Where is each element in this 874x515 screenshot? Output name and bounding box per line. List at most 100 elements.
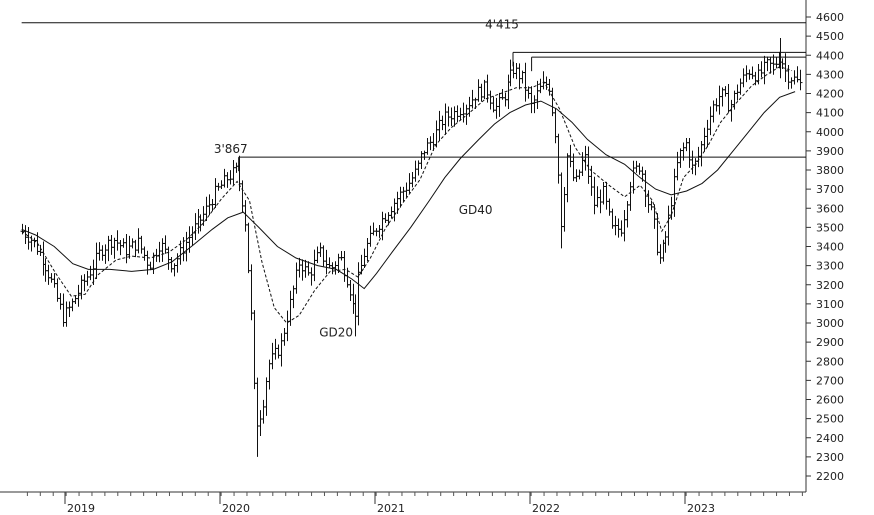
ohlc-bar — [73, 295, 78, 305]
ohlc-bar — [76, 284, 81, 307]
ohlc-bar — [428, 136, 433, 151]
ohlc-bar — [574, 169, 579, 183]
y-tick-label: 3300 — [816, 260, 844, 273]
ohlc-bar — [377, 224, 382, 238]
ohlc-bar — [38, 244, 43, 256]
y-tick-label: 2700 — [816, 374, 844, 387]
ohlc-bar — [43, 258, 48, 282]
ohlc-bar — [723, 86, 728, 97]
ohlc-bar — [655, 213, 660, 256]
ohlc-bar — [264, 377, 269, 416]
ohlc-bar — [726, 84, 731, 113]
y-tick-label: 4500 — [816, 30, 844, 43]
ohlc-bar — [142, 246, 147, 261]
ohlc-bar — [130, 238, 135, 249]
ohlc-bar — [124, 234, 129, 264]
annotation-label: 3'867 — [214, 142, 248, 156]
ohlc-bar — [118, 239, 123, 256]
y-tick-label: 3200 — [816, 279, 844, 292]
y-tick-label: 2800 — [816, 355, 844, 368]
ohlc-bar — [339, 250, 344, 261]
ohlc-bar — [58, 293, 63, 310]
ohlc-bar — [583, 145, 588, 171]
ohlc-bar — [285, 310, 290, 342]
ohlc-bar — [768, 57, 773, 74]
ohlc-bar — [658, 244, 663, 264]
ohlc-bar — [577, 169, 582, 180]
ohlc-bar — [249, 264, 254, 321]
ohlc-bar — [196, 208, 201, 234]
price-bars — [20, 38, 803, 457]
ohlc-bar — [482, 79, 487, 100]
ohlc-bar — [634, 160, 639, 173]
ohlc-bar — [604, 181, 609, 210]
x-axis: 2019 2020 2021 2022 2023 — [26, 492, 803, 515]
ohlc-bar — [529, 86, 534, 114]
ohlc-bar — [547, 79, 552, 96]
ohlc-bar — [365, 237, 370, 262]
y-tick-label: 3000 — [816, 317, 844, 330]
y-tick-label: 2400 — [816, 432, 844, 445]
ohlc-bar — [228, 170, 233, 185]
ohlc-bar — [324, 249, 329, 275]
ohlc-bar — [437, 110, 442, 141]
y-tick-label: 2500 — [816, 413, 844, 426]
ohlc-bar — [166, 246, 171, 270]
ohlc-bar — [401, 186, 406, 202]
y-tick-label: 3800 — [816, 164, 844, 177]
ohlc-bar — [82, 274, 87, 292]
ohlc-bar — [240, 180, 245, 213]
ohlc-bar — [663, 231, 668, 253]
ohlc-bar — [669, 196, 674, 220]
ohlc-bar — [497, 92, 502, 117]
ohlc-bar — [434, 120, 439, 148]
ohlc-bar — [85, 270, 90, 286]
ohlc-bar — [315, 246, 320, 264]
ohlc-bar — [681, 142, 686, 161]
ohlc-bar — [52, 273, 57, 288]
y-tick-label: 2300 — [816, 451, 844, 464]
ohlc-bar — [666, 205, 671, 246]
ohlc-bar — [789, 77, 794, 89]
ohlc-bar — [213, 178, 218, 208]
series-gd20-line — [21, 66, 793, 324]
ohlc-bar — [309, 267, 314, 286]
ohlc-bar — [49, 273, 54, 283]
ohlc-bar — [717, 85, 722, 115]
ohlc-bar — [327, 257, 332, 269]
ohlc-bar — [470, 89, 475, 109]
ohlc-bar — [416, 160, 421, 176]
ohlc-bar — [198, 214, 203, 232]
ohlc-bar — [488, 90, 493, 110]
ohlc-bar — [774, 57, 779, 69]
ohlc-bar — [601, 182, 606, 205]
annotation-label: 4'415 — [485, 17, 519, 31]
ohlc-bar — [279, 333, 284, 367]
ohlc-bar — [607, 198, 612, 216]
horizontal-levels — [21, 22, 806, 172]
ohlc-bar — [711, 100, 716, 123]
y-tick-label: 4600 — [816, 11, 844, 24]
annotation-label: GD20 — [319, 325, 353, 339]
ohlc-bar — [160, 238, 165, 262]
ohlc-bar — [443, 103, 448, 135]
ohlc-bar — [318, 242, 323, 257]
ohlc-bar — [139, 235, 144, 254]
ohlc-bar — [762, 55, 767, 85]
ohlc-bar — [258, 410, 263, 437]
ohlc-bar — [79, 275, 84, 300]
ohlc-bar — [637, 163, 642, 175]
ohlc-bar — [348, 279, 353, 301]
ohlc-bar — [190, 226, 195, 247]
ohlc-bar — [619, 220, 624, 237]
ohlc-bar — [231, 160, 236, 185]
ohlc-bar — [127, 235, 132, 259]
ohlc-bar — [753, 71, 758, 86]
ohlc-bar — [422, 150, 427, 160]
y-tick-label: 2200 — [816, 470, 844, 483]
ohlc-bar — [476, 79, 481, 102]
y-tick-label: 3100 — [816, 298, 844, 311]
ohlc-bar — [46, 264, 51, 285]
ohlc-bar — [297, 257, 302, 278]
